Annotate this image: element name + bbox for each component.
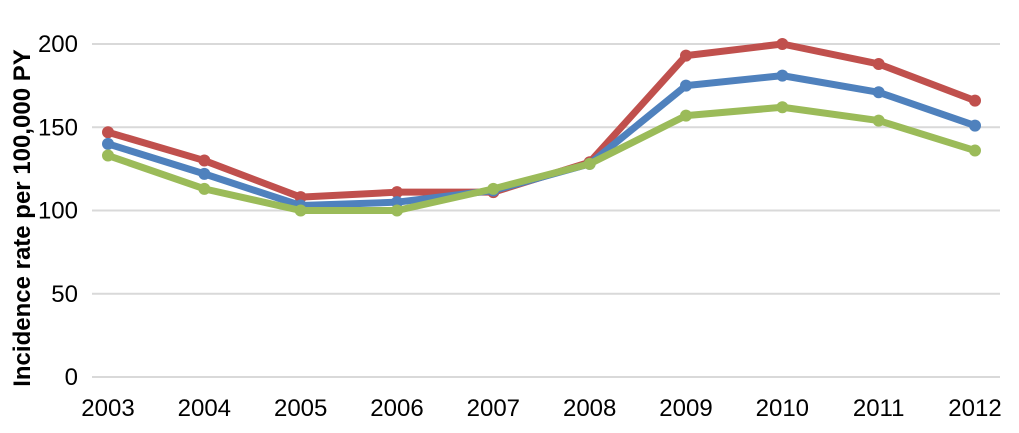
series-2 xyxy=(102,69,981,212)
data-point xyxy=(776,69,789,82)
x-tick-label: 2005 xyxy=(274,395,327,422)
x-tick-label: 2010 xyxy=(756,395,809,422)
data-point xyxy=(198,154,211,167)
x-tick-label: 2012 xyxy=(948,395,1001,422)
data-point xyxy=(294,191,307,204)
series-line xyxy=(104,103,979,214)
data-point xyxy=(969,144,981,157)
data-point xyxy=(198,182,211,195)
y-axis-title: Incidence rate per 100,000 PY xyxy=(9,49,36,387)
data-point xyxy=(776,38,789,50)
x-tick-label: 2009 xyxy=(659,395,712,422)
x-axis-ticks: 2003 2004 2005 2006 2007 2008 2009 2010 2011 2012 xyxy=(81,395,1001,422)
y-axis-ticks: 0 50 100 150 200 xyxy=(38,31,78,391)
series-3 xyxy=(102,101,981,217)
data-point xyxy=(391,186,403,199)
x-tick-label: 2007 xyxy=(467,395,520,422)
gridlines xyxy=(92,43,1000,378)
data-point xyxy=(776,101,789,114)
data-point xyxy=(102,149,114,162)
data-point xyxy=(872,57,885,70)
y-tick-label: 0 xyxy=(65,364,78,391)
y-tick-label: 50 xyxy=(51,281,78,308)
data-point xyxy=(102,126,114,139)
data-point xyxy=(391,196,403,209)
x-tick-label: 2008 xyxy=(563,395,616,422)
y-tick-label: 200 xyxy=(38,31,78,58)
series-line xyxy=(104,72,979,210)
y-tick-label: 100 xyxy=(38,198,78,225)
data-point xyxy=(102,137,114,150)
data-point xyxy=(294,204,307,217)
data-point xyxy=(680,109,692,122)
data-point xyxy=(872,114,885,127)
x-tick-label: 2004 xyxy=(178,395,231,422)
data-point xyxy=(198,167,211,180)
series-group xyxy=(102,38,981,217)
data-point xyxy=(487,182,500,195)
data-point xyxy=(969,119,981,132)
data-point xyxy=(680,79,692,92)
data-point xyxy=(583,157,596,170)
data-point xyxy=(969,94,981,107)
y-tick-label: 150 xyxy=(38,114,78,141)
data-point xyxy=(872,86,885,99)
x-tick-label: 2006 xyxy=(370,395,423,422)
x-tick-label: 2011 xyxy=(853,395,905,422)
data-point xyxy=(680,49,692,62)
x-tick-label: 2003 xyxy=(81,395,134,422)
data-point xyxy=(391,204,403,217)
